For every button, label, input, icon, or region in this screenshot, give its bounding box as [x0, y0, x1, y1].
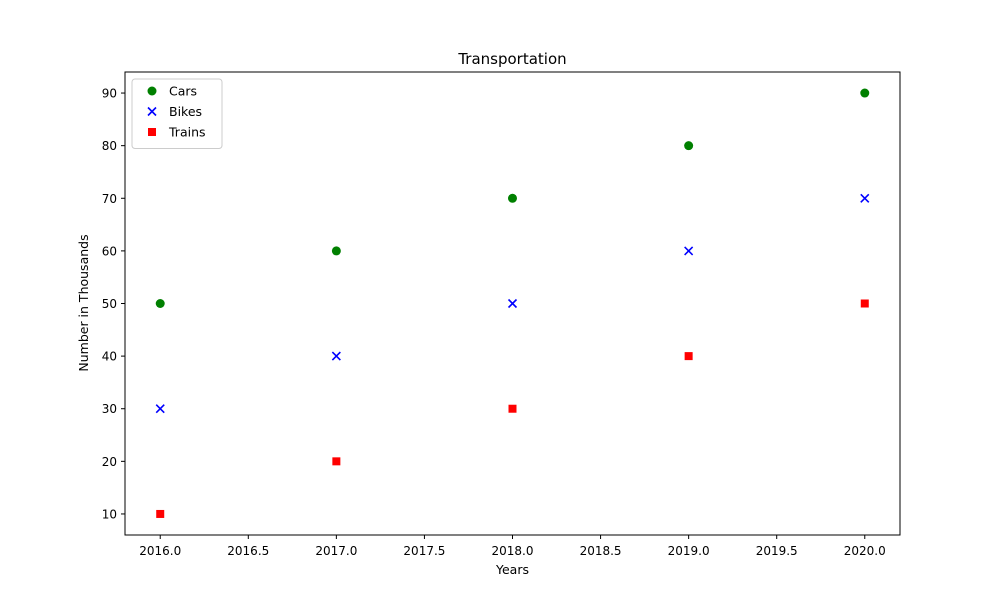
y-tick-label: 60 — [102, 244, 117, 258]
x-tick-label: 2017.0 — [315, 544, 357, 558]
chart-title: Transportation — [457, 50, 566, 68]
data-point-trains — [156, 509, 165, 518]
data-point-cars — [331, 246, 341, 256]
x-tick-label: 2018.0 — [492, 544, 534, 558]
y-tick-label: 70 — [102, 192, 117, 206]
y-axis-label: Number in Thousands — [76, 234, 91, 371]
legend-label-trains: Trains — [168, 125, 206, 140]
x-tick-label: 2019.5 — [756, 544, 798, 558]
data-point-trains — [508, 404, 517, 413]
legend-label-bikes: Bikes — [169, 104, 202, 119]
x-tick-label: 2017.5 — [403, 544, 445, 558]
legend-label-cars: Cars — [169, 84, 197, 99]
x-tick-label: 2020.0 — [844, 544, 886, 558]
data-point-bikes — [684, 246, 694, 256]
legend-marker-trains — [148, 128, 156, 136]
plot-area-frame — [124, 71, 901, 536]
legend: Cars Bikes Trains — [131, 78, 223, 149]
data-point-cars — [860, 88, 870, 98]
data-point-cars — [508, 193, 517, 203]
y-tick-label: 10 — [102, 507, 117, 521]
y-tick-label: 50 — [102, 297, 117, 311]
legend-marker-cars — [147, 86, 157, 96]
data-point-bikes — [155, 404, 165, 414]
y-tick-label: 30 — [102, 402, 117, 416]
x-tick-label: 2018.5 — [580, 544, 622, 558]
y-tick-label: 40 — [102, 350, 117, 364]
data-point-trains — [332, 457, 341, 466]
x-tick-label: 2019.0 — [668, 544, 710, 558]
y-axis-ticks: 10 20 30 40 50 60 70 80 90 — [102, 87, 125, 521]
data-point-bikes — [331, 351, 341, 361]
data-point-bikes — [860, 193, 870, 203]
legend-marker-bikes — [147, 106, 157, 117]
x-tick-label: 2016.0 — [139, 544, 181, 558]
x-axis-label: Years — [495, 562, 529, 577]
data-points — [155, 88, 870, 518]
x-axis-ticks: 2016.0 2016.5 2017.0 2017.5 2018.0 2018.5 2019… — [139, 535, 886, 558]
y-tick-label: 20 — [102, 455, 117, 469]
data-point-cars — [155, 299, 165, 308]
x-tick-label: 2016.5 — [227, 544, 269, 558]
data-point-trains — [860, 299, 869, 308]
data-point-cars — [684, 141, 694, 151]
data-point-bikes — [507, 298, 518, 309]
y-tick-label: 90 — [102, 87, 117, 101]
data-point-trains — [684, 352, 693, 361]
y-tick-label: 80 — [102, 139, 117, 153]
